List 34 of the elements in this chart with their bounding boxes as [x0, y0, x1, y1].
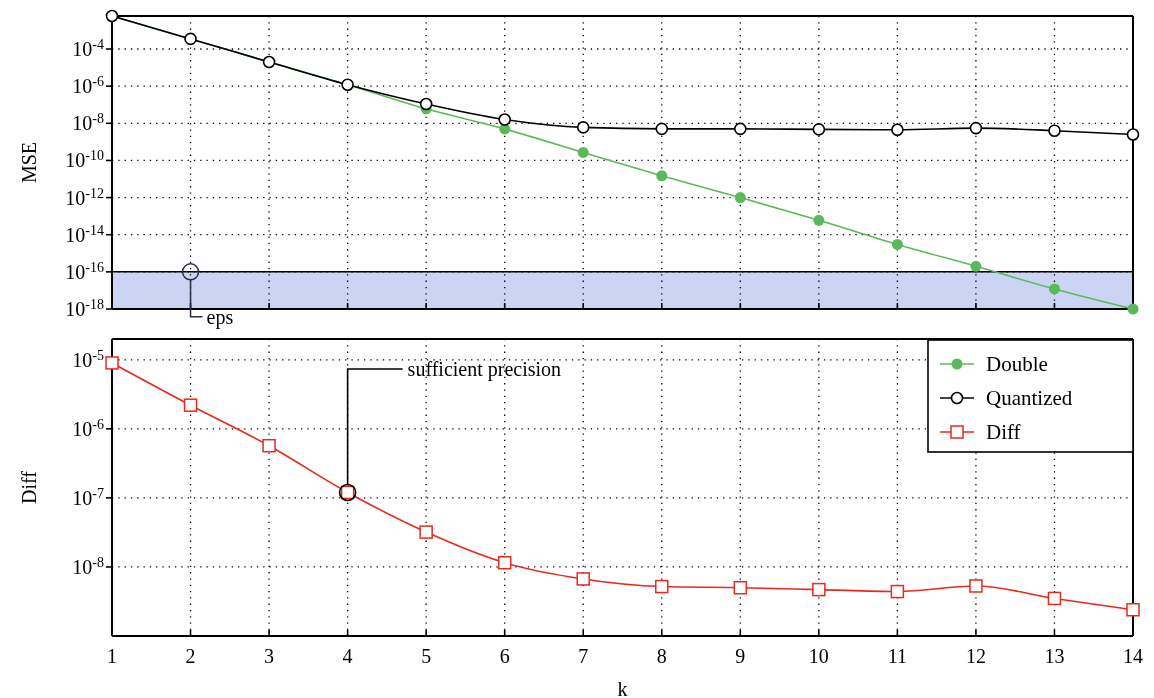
x-tick-label: 13: [1044, 645, 1065, 667]
y-tick-label: 10$^{-6}$: [72, 416, 104, 440]
x-tick-label: 2: [185, 645, 196, 667]
y-tick-label: 10$^{-12}$: [65, 185, 104, 209]
legend-label: Quantized: [986, 386, 1073, 410]
x-tick-label: 4: [342, 645, 353, 667]
x-tick-label: 1: [107, 645, 117, 667]
y-tick-label: 10$^{-5}$: [72, 347, 104, 371]
y-tick-label: 10$^{-14}$: [65, 222, 104, 246]
x-axis-title: k: [617, 678, 628, 698]
legend-label: Diff: [986, 420, 1021, 444]
y-tick-label: 10$^{-18}$: [65, 296, 104, 320]
x-tick-label: 11: [887, 645, 908, 667]
x-tick-label: 12: [965, 645, 986, 667]
x-tick-label: 9: [735, 645, 746, 667]
y-tick-label: 10$^{-7}$: [72, 485, 104, 509]
x-tick-label: 3: [264, 645, 275, 667]
annotation: eps: [206, 305, 234, 329]
y-tick-label: 10$^{-8}$: [72, 554, 104, 578]
y-tick-label: 10$^{-16}$: [65, 259, 104, 283]
y-tick-label: 10$^{-8}$: [72, 110, 104, 135]
x-tick-label: 6: [499, 645, 510, 667]
y-tick-label: 10$^{-4}$: [72, 36, 104, 61]
x-tick-label: 7: [578, 645, 589, 667]
x-tick-label: 10: [808, 645, 829, 667]
annotation: sufficient precision: [407, 358, 562, 381]
legend-label: Double: [986, 352, 1048, 376]
y-tick-label: 10$^{-6}$: [72, 73, 104, 98]
y-axis-title: MSE: [18, 141, 40, 184]
x-tick-label: 5: [421, 645, 432, 667]
y-axis-title: Diff: [18, 470, 40, 504]
x-tick-label: 14: [1123, 645, 1143, 667]
x-tick-label: 8: [656, 645, 667, 667]
y-tick-label: 10$^{-10}$: [65, 147, 104, 172]
